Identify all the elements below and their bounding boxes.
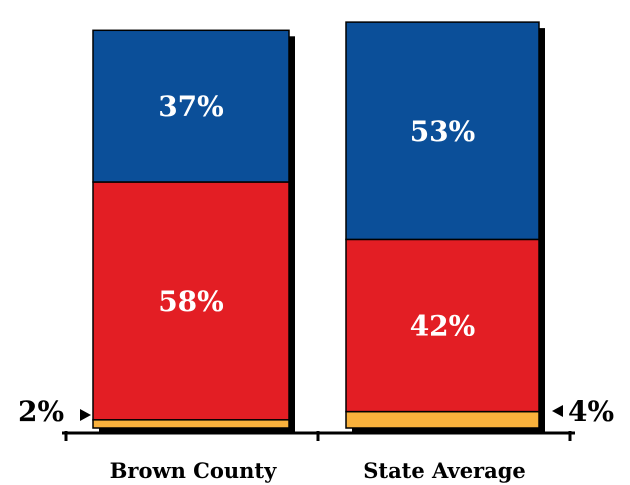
data-label-0-1: 58% (158, 285, 224, 318)
bar-segment-0-2 (92, 29, 290, 183)
data-label-1-2: 53% (410, 115, 476, 148)
category-label-1: State Average (363, 458, 526, 483)
category-label-0: Brown County (110, 458, 277, 483)
bar-segment-1-0 (345, 410, 540, 429)
bar-segment-1-1 (345, 238, 540, 413)
data-label-1-1: 42% (410, 310, 476, 343)
data-label-0-2: 37% (158, 90, 224, 123)
bar-segment-1-2 (345, 21, 540, 241)
data-label-0-0: 2% (18, 395, 64, 428)
bar-segment-0-0 (92, 419, 290, 429)
pointer-arrow-1 (552, 405, 563, 417)
data-label-1-0: 4% (568, 395, 614, 428)
bar-segment-0-1 (92, 181, 290, 421)
pointer-arrow-0 (80, 409, 91, 421)
